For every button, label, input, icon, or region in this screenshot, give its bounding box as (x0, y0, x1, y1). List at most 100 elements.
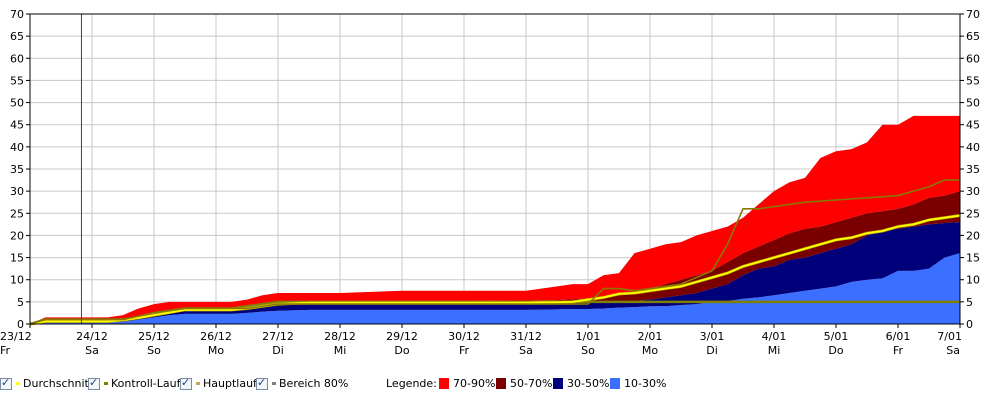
x-tick-day: Sa (85, 344, 99, 357)
x-tick-date: 3/01 (700, 330, 725, 343)
toggle-hauptlauf[interactable]: ✓ Hauptlauf (180, 375, 257, 390)
x-tick-date: 2/01 (638, 330, 663, 343)
band-70-90% (30, 115, 960, 324)
x-tick-date: 29/12 (386, 330, 418, 343)
legend-item-30-50: 30-50% (553, 377, 609, 390)
toggle-bereich-80[interactable]: ✓ Bereich 80% (256, 375, 349, 390)
y-axis-right: 0 5 10 15 20 25 30 35 40 45 50 55 60 65 70 (960, 8, 980, 331)
x-tick-date: 26/12 (200, 330, 232, 343)
y-tick-label: 70 (966, 8, 980, 21)
grid (29, 13, 961, 325)
x-tick-date: 30/12 (448, 330, 480, 343)
check-icon: ✓ (257, 375, 267, 389)
y-tick-label: 45 (10, 119, 24, 132)
x-tick-day: Di (272, 344, 284, 357)
controls-legend-bar: ✓ Durchschnitt ✓ Kontroll-Lauf ✓ Hauptla… (0, 374, 992, 396)
x-tick-day: Fr (893, 344, 904, 357)
toggle-durchschnitt[interactable]: ✓ Durchschnitt (0, 375, 94, 390)
x-tick-date: 7/01 (937, 330, 962, 343)
y-tick-label: 60 (10, 52, 24, 65)
band-10-30% (30, 253, 960, 324)
x-axis: 23/12Fr24/12Sa25/12So26/12Mo27/12Di28/12… (0, 324, 962, 357)
x-tick-day: Do (828, 344, 843, 357)
y-tick-label: 10 (966, 274, 980, 287)
y-tick-label: 40 (10, 141, 24, 154)
checkbox-hauptlauf[interactable]: ✓ (180, 375, 192, 390)
checkbox-kontroll-lauf[interactable]: ✓ (88, 375, 100, 390)
x-tick-day: Mi (768, 344, 781, 357)
y-tick-label: 65 (966, 30, 980, 43)
x-tick-date: 24/12 (76, 330, 108, 343)
x-tick-day: Mi (334, 344, 347, 357)
x-tick-date: 5/01 (824, 330, 849, 343)
legend-swatch (439, 378, 449, 389)
series-color-swatch (16, 382, 20, 385)
x-tick-day: Mo (642, 344, 658, 357)
legend-swatch (496, 378, 506, 389)
y-tick-label: 0 (966, 318, 973, 331)
y-tick-label: 45 (966, 119, 980, 132)
legend-label: 30-50% (567, 377, 610, 390)
x-tick-day: Di (706, 344, 718, 357)
series-color-swatch (272, 382, 276, 385)
x-tick-date: 31/12 (510, 330, 542, 343)
y-tick-label: 70 (10, 8, 24, 21)
y-tick-label: 50 (966, 97, 980, 110)
y-tick-label: 50 (10, 97, 24, 110)
x-tick-day: Sa (519, 344, 533, 357)
y-tick-label: 5 (17, 296, 24, 309)
y-tick-label: 60 (966, 52, 980, 65)
check-icon: ✓ (181, 375, 191, 389)
series-line-durchschnitt (29, 214, 961, 325)
x-tick-day: So (147, 344, 161, 357)
x-tick-date: 4/01 (762, 330, 787, 343)
legend-title: Legende: (386, 377, 437, 390)
x-tick-day: So (581, 344, 595, 357)
y-tick-label: 15 (10, 252, 24, 265)
toggle-label: Kontroll-Lauf (111, 377, 181, 390)
legend-item-10-30: 10-30% (610, 377, 666, 390)
x-tick-day: Fr (459, 344, 470, 357)
check-icon: ✓ (1, 375, 11, 389)
x-tick-date: 6/01 (886, 330, 911, 343)
toggle-label: Durchschnitt (23, 377, 94, 390)
y-tick-label: 25 (966, 207, 980, 220)
y-tick-label: 25 (10, 207, 24, 220)
x-tick-date: 1/01 (576, 330, 601, 343)
y-axis-left: 0 5 10 15 20 25 30 35 40 45 50 55 60 65 70 (10, 8, 30, 331)
y-tick-label: 20 (10, 229, 24, 242)
toggle-label: Hauptlauf (203, 377, 257, 390)
y-tick-label: 55 (966, 74, 980, 87)
series-lines (29, 179, 961, 326)
y-tick-label: 0 (17, 318, 24, 331)
y-tick-label: 30 (966, 185, 980, 198)
series-line-hauptlauf (29, 179, 960, 325)
checkbox-durchschnitt[interactable]: ✓ (0, 375, 12, 390)
y-tick-label: 35 (966, 163, 980, 176)
legend-swatch (553, 378, 563, 389)
y-tick-label: 40 (966, 141, 980, 154)
series-color-swatch (104, 382, 108, 385)
legend-label: 10-30% (624, 377, 667, 390)
series-color-swatch (196, 382, 200, 385)
x-tick-day: Fr (0, 344, 11, 357)
x-tick-date: 23/12 (0, 330, 32, 343)
x-tick-date: 27/12 (262, 330, 294, 343)
toggle-label: Bereich 80% (279, 377, 349, 390)
x-tick-date: 25/12 (138, 330, 170, 343)
x-tick-day: Sa (946, 344, 960, 357)
band-30-50% (30, 222, 960, 324)
toggle-kontroll-lauf[interactable]: ✓ Kontroll-Lauf (88, 375, 181, 390)
y-tick-label: 5 (966, 296, 973, 309)
legend-item-50-70: 50-70% (496, 377, 552, 390)
y-tick-label: 15 (966, 252, 980, 265)
legend-label: 50-70% (510, 377, 553, 390)
y-tick-label: 10 (10, 274, 24, 287)
x-tick-date: 28/12 (324, 330, 356, 343)
y-tick-label: 20 (966, 229, 980, 242)
check-icon: ✓ (89, 375, 99, 389)
x-tick-day: Mo (208, 344, 224, 357)
checkbox-bereich-80[interactable]: ✓ (256, 375, 268, 390)
y-tick-label: 55 (10, 74, 24, 87)
y-tick-label: 30 (10, 185, 24, 198)
